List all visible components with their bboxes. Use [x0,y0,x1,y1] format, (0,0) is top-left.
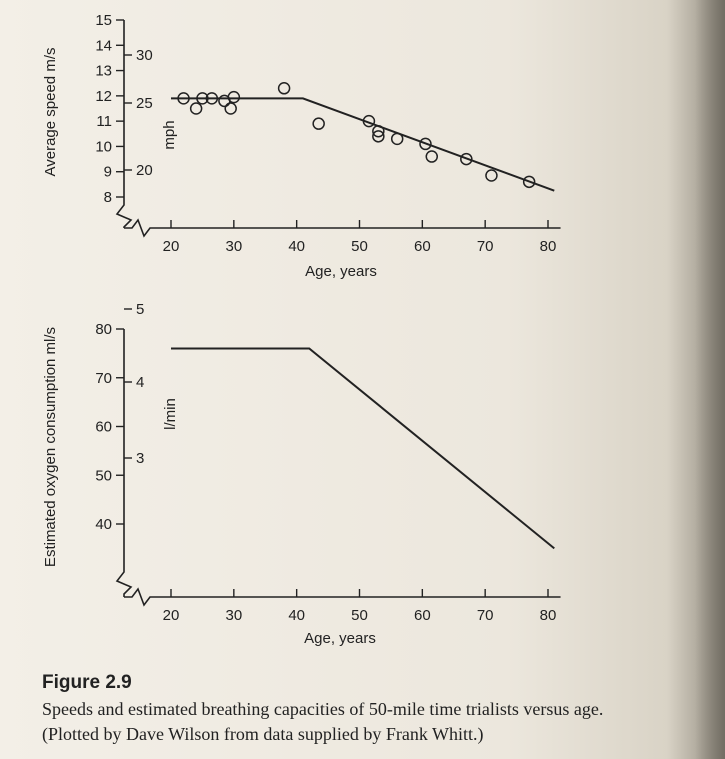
speed-ticks: 8 9 10 11 12 13 14 15 20 25 30 20 30 40 50 60 70 80 [95,12,556,255]
x-tick-label: 50 [351,238,368,255]
data-point [312,117,325,130]
data-point [224,102,237,115]
page-edge-shadow [695,0,725,759]
y-axis-line [115,20,133,228]
y-axis-line [115,329,133,597]
y-tick-label: 50 [95,467,112,484]
oxygen-secondary-axis-title: l/min [162,398,179,430]
oxygen-consumption-line [171,347,555,550]
y2-tick-label: 30 [136,47,153,64]
x-tick-label: 60 [414,607,431,624]
data-point [372,125,385,138]
data-point [196,92,209,105]
x-tick-label: 80 [540,238,557,255]
y-tick-label: 12 [95,88,112,105]
speed-secondary-axis-title: mph [161,120,178,149]
data-point [419,137,432,151]
y2-tick-label: 20 [136,162,153,179]
y-tick-label: 40 [95,516,112,533]
y2-tick-label: 5 [136,301,144,318]
oxygen-y-axis-title: Estimated oxygen consumption ml/s [42,327,59,567]
x-axis-line [124,587,561,607]
speed-chart: Average speed m/s mph Age, years 8 9 10 11 1… [42,12,561,280]
data-point [227,90,241,104]
x-tick-label: 20 [163,238,180,255]
y2-tick-label: 4 [136,374,144,391]
x-tick-label: 80 [540,607,557,624]
data-point [460,152,473,166]
x-tick-label: 50 [351,607,368,624]
y-tick-label: 14 [95,37,112,54]
speed-points [177,82,536,189]
speed-y-axis-title: Average speed m/s [42,48,59,177]
speed-axes [115,20,561,238]
speed-trend-line [171,97,555,192]
y-tick-label: 13 [95,63,112,80]
caption-line-2: (Plotted by Dave Wilson from data suppli… [42,724,484,744]
x-axis-line [124,218,561,238]
y-tick-label: 8 [104,189,112,206]
oxygen-chart: Estimated oxygen consumption ml/s l/min … [42,301,561,647]
figure-title: Figure 2.9 [42,672,132,693]
data-point [362,114,376,128]
y-tick-label: 80 [95,321,112,338]
y-tick-label: 9 [104,164,112,181]
y-tick-label: 15 [95,12,112,29]
x-tick-label: 30 [225,607,242,624]
y-tick-label: 11 [96,113,112,130]
x-tick-label: 70 [477,607,494,624]
speed-x-axis-title: Age, years [305,263,377,280]
x-tick-label: 40 [288,607,305,624]
y-tick-label: 10 [95,138,112,155]
data-point [277,82,291,95]
x-tick-label: 60 [414,238,431,255]
x-tick-label: 20 [163,607,180,624]
oxygen-x-axis-title: Age, years [304,630,376,647]
data-point [205,92,219,105]
data-point [522,175,536,189]
data-point [189,102,203,115]
y2-tick-label: 25 [136,95,153,112]
x-tick-label: 40 [288,238,305,255]
y-tick-label: 70 [95,370,112,387]
figure-caption: Figure 2.9 Speeds and estimated breathin… [42,670,725,747]
oxygen-ticks: 40 50 60 70 80 3 4 5 20 30 40 50 60 70 80 [95,301,556,624]
data-point [425,150,439,163]
oxygen-axes [115,329,561,607]
speed-fit-line [171,97,555,192]
y2-tick-label: 3 [136,450,144,467]
oxygen-series-line [171,347,555,550]
data-point [390,132,404,146]
data-point [177,92,190,105]
data-point [372,130,385,143]
data-point [485,169,498,182]
y-tick-label: 60 [95,419,112,436]
chart-area: Average speed m/s mph Age, years 8 9 10 11 1… [42,12,561,647]
caption-line-1: Speeds and estimated breathing capacitie… [42,699,604,719]
x-tick-label: 70 [477,238,494,255]
x-tick-label: 30 [225,238,242,255]
